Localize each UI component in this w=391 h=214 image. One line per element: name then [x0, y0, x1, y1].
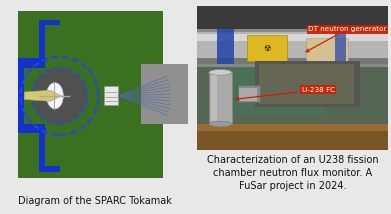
FancyBboxPatch shape — [211, 75, 217, 121]
Text: Characterization of an U238 fission
chamber neutron flux monitor. A
FuSar projec: Characterization of an U238 fission cham… — [207, 155, 378, 191]
Text: Diagram of the SPARC Tokamak: Diagram of the SPARC Tokamak — [18, 196, 172, 206]
FancyBboxPatch shape — [335, 29, 346, 64]
FancyBboxPatch shape — [306, 38, 348, 61]
FancyBboxPatch shape — [197, 29, 388, 67]
Text: U-238 FC: U-238 FC — [236, 87, 335, 100]
FancyBboxPatch shape — [221, 35, 325, 114]
FancyBboxPatch shape — [258, 64, 354, 104]
FancyBboxPatch shape — [197, 128, 388, 150]
FancyBboxPatch shape — [209, 72, 232, 124]
FancyBboxPatch shape — [18, 62, 24, 129]
Text: DT neutron generator: DT neutron generator — [306, 26, 386, 52]
FancyBboxPatch shape — [18, 58, 46, 62]
Polygon shape — [18, 124, 59, 172]
FancyBboxPatch shape — [141, 64, 188, 124]
FancyBboxPatch shape — [18, 128, 46, 133]
Ellipse shape — [209, 70, 232, 75]
FancyBboxPatch shape — [18, 11, 163, 178]
Circle shape — [32, 69, 86, 123]
FancyBboxPatch shape — [104, 86, 118, 106]
FancyBboxPatch shape — [197, 124, 388, 131]
FancyBboxPatch shape — [239, 88, 256, 101]
FancyBboxPatch shape — [197, 6, 388, 150]
FancyBboxPatch shape — [255, 61, 360, 107]
FancyBboxPatch shape — [237, 85, 260, 103]
FancyBboxPatch shape — [197, 34, 388, 41]
Polygon shape — [18, 20, 59, 68]
Polygon shape — [24, 90, 61, 101]
Text: ☢: ☢ — [264, 43, 271, 52]
FancyBboxPatch shape — [197, 6, 388, 32]
FancyBboxPatch shape — [217, 29, 234, 64]
Ellipse shape — [209, 121, 232, 127]
FancyBboxPatch shape — [197, 32, 388, 64]
FancyBboxPatch shape — [247, 35, 287, 61]
FancyBboxPatch shape — [197, 58, 388, 64]
Ellipse shape — [47, 83, 63, 109]
